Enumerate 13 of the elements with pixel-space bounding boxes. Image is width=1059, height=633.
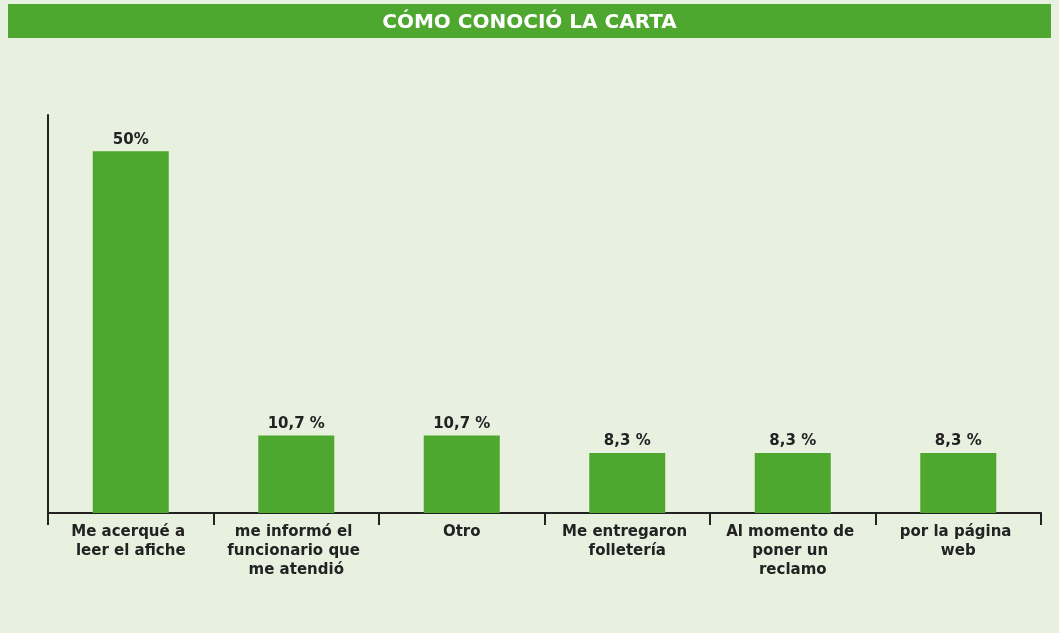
data-label: 50% (112, 129, 149, 148)
data-label: 10,7 % (433, 414, 491, 433)
data-label: 8,3 % (934, 431, 982, 450)
x-tick-label: Al momento de poner un reclamo (726, 521, 860, 578)
data-label: 8,3 % (769, 431, 817, 450)
x-tick-label: Me entregaron folletería (562, 521, 693, 559)
x-tick-label: Me acerqué a leer el afiche (71, 521, 191, 559)
x-tick-label: por la página web (899, 521, 1017, 559)
chart-title: CÓMO CONOCIÓ LA CARTA (8, 4, 1051, 38)
x-tick-label: me informó el funcionario que me atendió (227, 521, 366, 578)
data-label: 10,7 % (267, 414, 325, 433)
x-tick-label: Otro (442, 521, 481, 540)
data-label: 8,3 % (603, 431, 651, 450)
